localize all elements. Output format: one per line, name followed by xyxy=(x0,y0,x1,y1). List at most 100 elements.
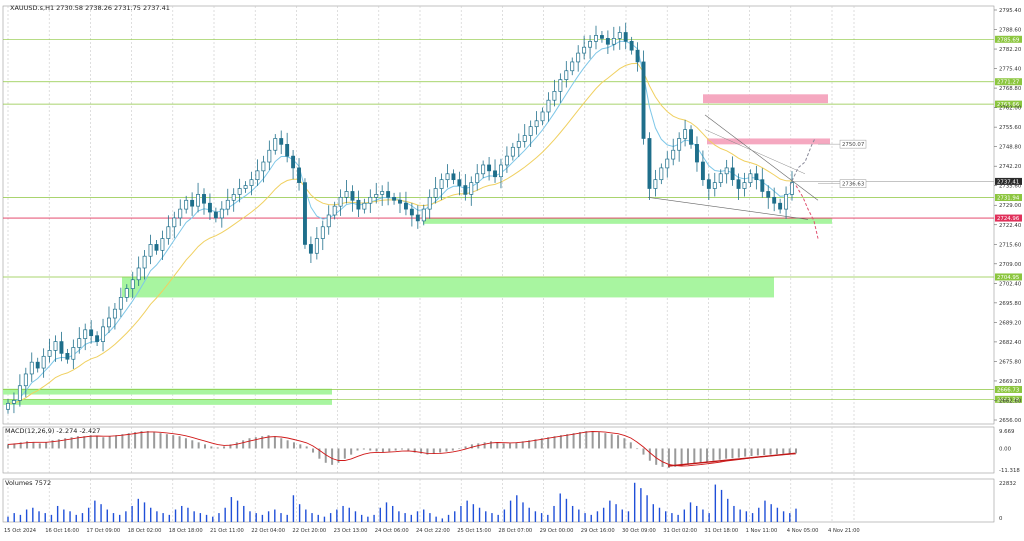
x-tick-label: 18 Oct 02:00 xyxy=(128,528,162,534)
y-tick-label: 2682.40 xyxy=(999,340,1022,346)
macd-histogram-bar xyxy=(64,438,67,449)
macd-histogram-bar xyxy=(566,434,569,449)
volume-bar xyxy=(106,509,108,522)
resistance-zone xyxy=(707,138,830,145)
macd-histogram-bar xyxy=(413,448,416,453)
candle-body xyxy=(356,199,361,210)
macd-histogram-bar xyxy=(737,448,740,458)
price-level-tag xyxy=(995,385,1022,393)
volume-bar xyxy=(789,513,791,522)
candle-body xyxy=(570,61,575,72)
y-tick-label: 2689.20 xyxy=(999,320,1022,326)
volume-bar xyxy=(782,511,785,522)
candle-body xyxy=(653,179,658,189)
macd-histogram-bar xyxy=(547,437,550,449)
forecast-price-box xyxy=(839,179,867,188)
macd-y-tick-label: 9.669 xyxy=(999,429,1015,435)
volume-bar xyxy=(69,511,71,522)
macd-histogram-bar xyxy=(70,437,73,449)
volume-bar xyxy=(633,482,636,522)
candle-body xyxy=(528,126,533,136)
macd-histogram-bar xyxy=(686,448,689,465)
volume-bar xyxy=(708,513,710,522)
candle-body xyxy=(706,179,711,189)
volume-bar xyxy=(410,514,413,522)
macd-histogram-bar xyxy=(32,442,35,449)
macd-histogram-bar xyxy=(458,448,461,450)
candle-body xyxy=(576,52,581,63)
macd-histogram-bar xyxy=(509,443,512,449)
candle-body xyxy=(124,288,129,298)
macd-histogram-bar xyxy=(153,432,156,449)
volume-bar xyxy=(162,513,164,522)
volume-bar xyxy=(689,502,692,522)
volume-bar xyxy=(112,513,115,522)
candle-body xyxy=(112,308,117,319)
macd-histogram-bar xyxy=(401,448,403,450)
candle-body xyxy=(778,202,783,210)
macd-histogram-bar xyxy=(102,437,105,449)
macd-histogram-bar xyxy=(292,442,295,449)
y-tick-label: 2695.80 xyxy=(999,301,1022,307)
volume-bar xyxy=(100,504,102,522)
macd-histogram-bar xyxy=(235,442,238,449)
macd-histogram-bar xyxy=(273,436,276,449)
volume-bar xyxy=(472,504,475,522)
volume-bar xyxy=(249,511,251,522)
x-tick-label: 24 Oct 22:00 xyxy=(416,528,450,534)
macd-histogram-bar xyxy=(57,439,60,449)
candle-body xyxy=(659,167,664,181)
macd-histogram-bar xyxy=(540,438,543,449)
candle-body xyxy=(772,196,777,204)
candle-body xyxy=(279,138,284,145)
volume-bar xyxy=(32,507,34,522)
volume-bar xyxy=(75,514,77,522)
y-tick-label: 2748.80 xyxy=(999,145,1022,151)
macd-histogram-bar xyxy=(572,433,575,449)
macd-histogram-bar xyxy=(83,436,86,449)
candle-body xyxy=(647,138,652,189)
volume-y-tick-label: 22832 xyxy=(999,481,1016,487)
volume-bar xyxy=(205,514,208,522)
candle-body xyxy=(136,267,141,281)
macd-histogram-bar xyxy=(795,448,797,454)
volume-bar xyxy=(553,505,555,522)
macd-histogram-bar xyxy=(331,448,334,465)
macd-histogram-bar xyxy=(394,448,397,451)
macd-histogram-bar xyxy=(19,442,22,449)
macd-histogram-bar xyxy=(38,443,41,449)
macd-histogram-bar xyxy=(26,441,29,449)
candle-body xyxy=(695,144,699,163)
volume-bar xyxy=(131,505,133,522)
volume-bar xyxy=(441,518,444,522)
volume-bar xyxy=(118,514,121,522)
candle-body xyxy=(184,199,189,210)
candle-body xyxy=(540,111,545,122)
macd-histogram-bar xyxy=(623,438,626,449)
macd-histogram-bar xyxy=(362,448,365,450)
volume-bar xyxy=(702,509,704,522)
y-tick-label: 2755.60 xyxy=(999,125,1022,131)
candle-body xyxy=(59,341,64,354)
candle-body xyxy=(398,199,402,204)
macd-histogram-bar xyxy=(718,448,721,460)
volume-bar xyxy=(404,513,406,522)
volume-bar xyxy=(125,511,127,522)
candle-body xyxy=(534,120,539,128)
candle-body xyxy=(504,155,509,166)
candle-body xyxy=(267,149,272,163)
volume-bar xyxy=(503,509,506,522)
volume-bar xyxy=(447,514,450,522)
x-tick-label: 29 Oct 16:00 xyxy=(581,528,615,534)
macd-histogram-bar xyxy=(483,442,486,449)
volume-bar xyxy=(187,507,189,522)
candle-body xyxy=(546,99,551,113)
candle-body xyxy=(41,355,46,369)
macd-histogram-bar xyxy=(350,448,353,455)
macd-histogram-bar xyxy=(553,436,556,449)
volume-bar xyxy=(714,484,717,522)
candle-body xyxy=(736,179,741,189)
volume-bar xyxy=(25,509,28,522)
